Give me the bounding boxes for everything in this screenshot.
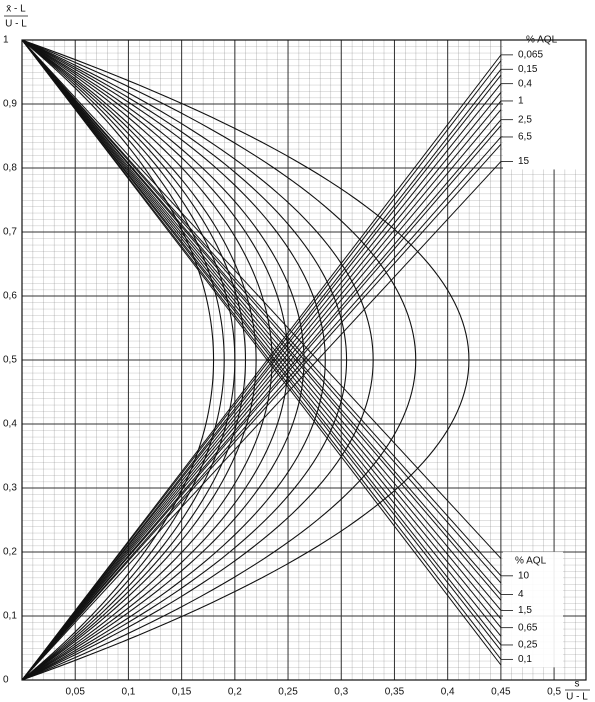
x-tick-label: 0,05 [65, 687, 85, 698]
legend-label: 0,25 [518, 640, 538, 651]
acceptance-line-lower [21, 60, 502, 681]
x-tick-label: 0,45 [491, 687, 511, 698]
label-boxes [503, 30, 595, 668]
y-tick-label: 0,2 [3, 547, 17, 558]
legend-label: 4 [518, 589, 524, 600]
acceptance-arc [21, 39, 236, 681]
acceptance-line-upper [21, 39, 502, 652]
acceptance-line-upper [21, 39, 502, 637]
y-tick-label: 0 [3, 675, 9, 686]
y-tick-label: 0,9 [3, 99, 17, 110]
x-tick-label: 0,1 [121, 687, 135, 698]
legend-label: 0,1 [518, 654, 532, 665]
acceptance-line-lower [21, 100, 502, 681]
x-tick-label: 0,25 [278, 687, 298, 698]
legend-title: % AQL [526, 35, 558, 46]
y-tick-label: 0,5 [3, 355, 17, 366]
acceptance-line-upper [21, 39, 502, 660]
legend-label: 0,4 [518, 78, 532, 89]
acceptance-line-lower [21, 54, 502, 681]
acceptance-line-lower [21, 143, 502, 681]
legend-label: 0,065 [518, 50, 543, 61]
acceptance-arc [21, 39, 247, 681]
acceptance-line-upper [21, 39, 502, 559]
x-tick-label: 0,35 [385, 687, 405, 698]
x-tick-label: 0,15 [172, 687, 192, 698]
acceptance-line-lower [21, 161, 502, 681]
acceptance-line-upper [21, 39, 502, 584]
label-box [503, 30, 595, 170]
y-tick-label: 0,1 [3, 611, 17, 622]
y-label-denominator: U - L [5, 19, 27, 30]
x-tick-label: 0,3 [334, 687, 348, 698]
acceptance-line-lower [21, 109, 502, 681]
x-label-denominator: U - L [566, 692, 588, 702]
legend-label: 10 [518, 570, 530, 581]
acceptance-line-lower [21, 74, 502, 681]
acceptance-line-lower [21, 68, 502, 681]
legend-label: 1,5 [518, 605, 532, 616]
acceptance-line-lower [21, 136, 502, 681]
acceptance-line-upper [21, 39, 502, 628]
label-box [503, 551, 563, 668]
y-tick-label: 0,8 [3, 163, 17, 174]
acceptance-line-upper [21, 39, 502, 601]
legend-title: % AQL [515, 555, 547, 566]
acceptance-arc [21, 39, 417, 681]
x-label-numerator: s [575, 679, 580, 690]
legend-label: 0,65 [518, 622, 538, 633]
y-label-numerator: x̄ - L [6, 4, 26, 15]
acceptance-arc [21, 39, 470, 681]
x-tick-label: 0,5 [547, 687, 561, 698]
acceptance-arc [21, 39, 215, 681]
acceptance-arc [21, 39, 326, 681]
acceptance-arc [21, 39, 273, 681]
acceptance-arc [21, 39, 289, 681]
legend-label: 15 [518, 156, 530, 167]
y-tick-label: 0,7 [3, 227, 17, 238]
acceptance-arc [21, 39, 374, 681]
legend-label: 2,5 [518, 114, 532, 125]
acceptance-line-upper [21, 39, 502, 577]
acceptance-line-upper [21, 39, 502, 611]
x-tick-label: 0,4 [441, 687, 455, 698]
legend-label: 1 [518, 96, 524, 107]
y-tick-label: 1 [3, 35, 9, 46]
acceptance-line-lower [21, 83, 502, 681]
y-tick-label: 0,6 [3, 291, 17, 302]
y-tick-label: 0,4 [3, 419, 17, 430]
acceptance-line-upper [21, 39, 502, 666]
acceptance-line-upper [21, 39, 502, 595]
acceptance-arc [21, 39, 257, 681]
acceptance-line-upper [21, 39, 502, 646]
acceptance-arc [21, 39, 348, 681]
legend-label: 0,15 [518, 64, 538, 75]
x-tick-label: 0,2 [228, 687, 242, 698]
y-tick-label: 0,3 [3, 483, 17, 494]
curves [21, 39, 502, 681]
acceptance-line-lower [21, 119, 502, 681]
plot-frame [21, 39, 587, 681]
acceptance-line-lower [21, 125, 502, 681]
legend-label: 6,5 [518, 132, 532, 143]
acceptance-arc [21, 39, 225, 681]
acceptance-line-upper [21, 39, 502, 620]
acceptance-line-lower [21, 92, 502, 681]
